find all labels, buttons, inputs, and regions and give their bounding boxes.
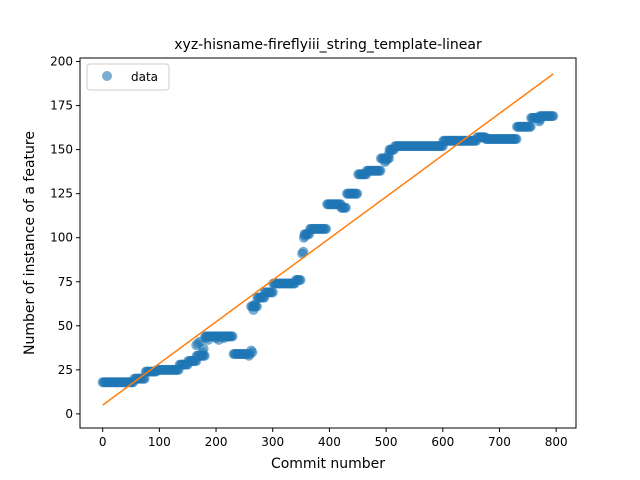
legend-label: data [131,70,158,84]
y-tick-label: 200 [50,55,73,69]
y-tick-label: 175 [50,99,73,113]
fit-line [102,73,554,406]
data-point [203,334,214,345]
y-tick-label: 125 [50,187,73,201]
x-tick-label: 0 [99,435,107,449]
data-point [352,188,363,199]
legend-marker [102,71,112,81]
data-point [267,287,278,298]
data-point [340,202,351,213]
data-point [548,111,559,122]
x-axis: 0 100 200 300 400 500 600 700 800 [99,428,568,449]
x-tick-label: 500 [375,435,398,449]
plot-area [97,73,559,406]
data-points [97,111,559,388]
data-point [198,343,209,354]
data-point [249,299,260,310]
data-point [525,121,536,132]
x-tick-label: 200 [205,435,228,449]
chart-title: xyz-hisname-fireflyiii_string_template-l… [174,37,482,53]
data-point [298,246,309,257]
y-axis: 0 25 50 75 100 125 150 175 200 [50,55,80,421]
y-tick-label: 75 [58,275,73,289]
legend: data [86,63,170,91]
y-tick-label: 150 [50,143,73,157]
x-tick-label: 400 [318,435,341,449]
data-point [511,134,522,145]
x-tick-label: 800 [545,435,568,449]
data-point [385,146,396,157]
data-point [300,230,311,241]
data-point [535,114,546,125]
y-axis-label: Number of instance of a feature [22,131,38,355]
y-tick-label: 25 [58,363,73,377]
y-tick-label: 50 [58,319,73,333]
x-tick-label: 700 [488,435,511,449]
data-point [321,223,332,234]
legend-box [86,63,170,91]
y-tick-label: 100 [50,231,73,245]
data-point [223,331,234,342]
data-point [295,275,306,285]
data-point [375,165,386,176]
data-point [247,347,258,358]
x-axis-label: Commit number [271,456,385,472]
x-tick-label: 300 [261,435,284,449]
y-tick-label: 0 [65,407,73,421]
x-tick-label: 600 [431,435,454,449]
plot-frame [79,57,577,429]
x-tick-label: 100 [148,435,171,449]
